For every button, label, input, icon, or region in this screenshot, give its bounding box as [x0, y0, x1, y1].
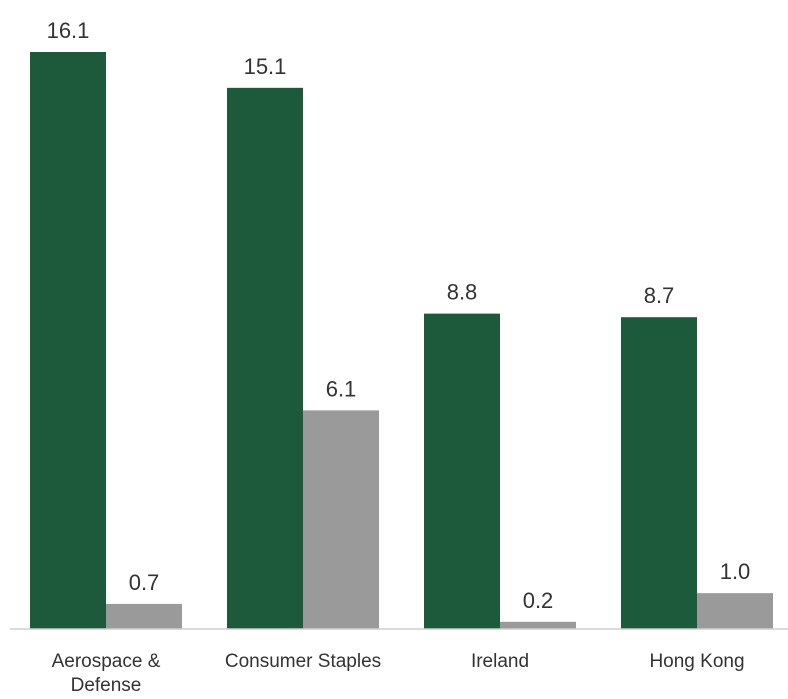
category-label: Ireland	[471, 651, 529, 672]
value-label: 8.7	[644, 283, 675, 308]
category-label: Defense	[71, 675, 142, 696]
bar-series1-aerospace-defense	[30, 52, 106, 629]
bar-series2-ireland	[500, 621, 576, 629]
bar-series2-hong-kong	[697, 593, 773, 629]
bar-series1-consumer-staples	[227, 87, 303, 630]
category-label: Aerospace &	[52, 651, 161, 672]
bar-series1-ireland	[424, 313, 500, 629]
value-label: 6.1	[326, 376, 357, 401]
category-labels-layer: Aerospace & Defense Consumer Staples Irelan…	[52, 651, 745, 696]
bars-layer	[30, 52, 773, 630]
value-labels-layer: 16.1 0.7 15.1 6.1 8.8 0.2 8.7 1.0	[47, 18, 751, 613]
bar-series1-hong-kong	[621, 317, 697, 629]
value-label: 8.8	[447, 280, 478, 305]
value-label: 15.1	[244, 54, 287, 79]
category-label: Hong Kong	[649, 651, 744, 672]
value-label: 0.7	[129, 570, 160, 595]
value-label: 1.0	[720, 559, 751, 584]
value-label: 0.2	[523, 588, 554, 613]
category-label: Consumer Staples	[225, 651, 381, 672]
bar-series2-consumer-staples	[303, 410, 379, 629]
value-label: 16.1	[47, 18, 90, 43]
bar-series2-aerospace-defense	[106, 603, 182, 629]
